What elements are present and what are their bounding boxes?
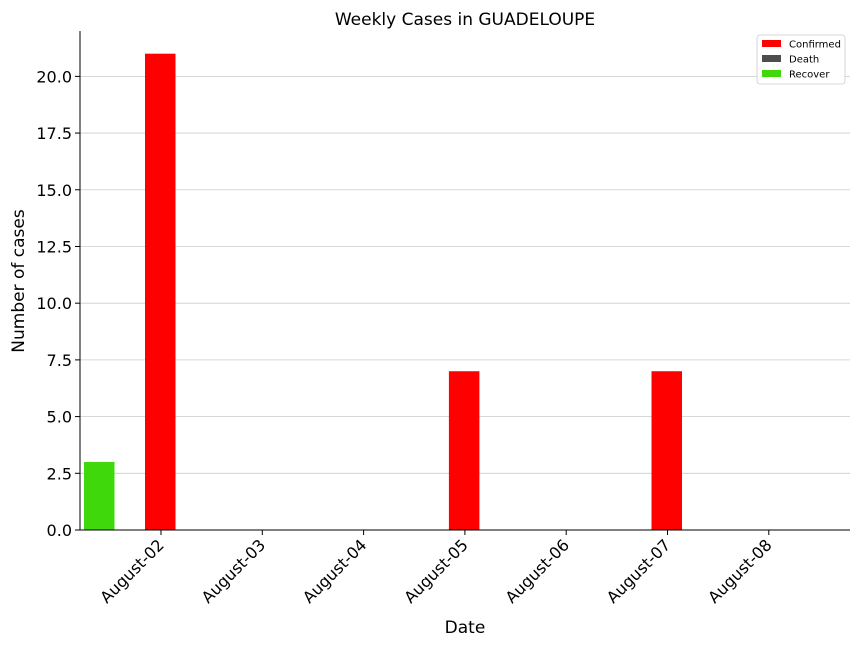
- x-tick-label: August-06: [502, 535, 574, 607]
- legend-swatch: [762, 40, 781, 47]
- x-tick-label: August-05: [400, 535, 472, 607]
- legend-label: Confirmed: [789, 40, 841, 51]
- legend-label: Death: [789, 55, 819, 66]
- x-tick-label: August-08: [704, 535, 776, 607]
- x-tick-label: August-02: [96, 535, 168, 607]
- legend-label: Recover: [789, 70, 830, 81]
- y-tick-label: 7.5: [47, 351, 72, 370]
- chart-title: Weekly Cases in GUADELOUPE: [335, 10, 595, 30]
- x-tick-label: August-04: [299, 535, 371, 607]
- bar-confirmed: [448, 371, 480, 530]
- y-tick-label: 17.5: [36, 124, 72, 143]
- legend-swatch: [762, 70, 781, 77]
- y-tick-label: 10.0: [36, 294, 72, 313]
- y-tick-label: 0.0: [47, 521, 72, 540]
- bar-confirmed: [145, 53, 176, 530]
- bar-confirmed: [651, 371, 682, 530]
- x-ticks: August-02 August-03 August-04 August-05 Augu…: [96, 530, 776, 607]
- y-tick-label: 2.5: [47, 464, 72, 483]
- y-tick-label: 5.0: [47, 408, 72, 427]
- x-tick-label: August-07: [603, 535, 675, 607]
- y-tick-label: 20.0: [36, 67, 72, 86]
- y-tick-label: 12.5: [36, 237, 72, 256]
- bar-recover: [84, 461, 115, 530]
- y-axis-label: Number of cases: [9, 209, 29, 353]
- bars: [84, 53, 682, 530]
- x-tick-label: August-03: [198, 535, 270, 607]
- grid-lines: [80, 75, 850, 474]
- y-ticks: 0.0 2.5 5.0 7.5 10.0 12.5 15.0 17.5 20.0: [36, 67, 80, 540]
- legend-swatch: [762, 55, 781, 62]
- x-axis-label: Date: [445, 618, 486, 638]
- y-tick-label: 15.0: [36, 181, 72, 200]
- legend: Confirmed Death Recover: [756, 34, 846, 85]
